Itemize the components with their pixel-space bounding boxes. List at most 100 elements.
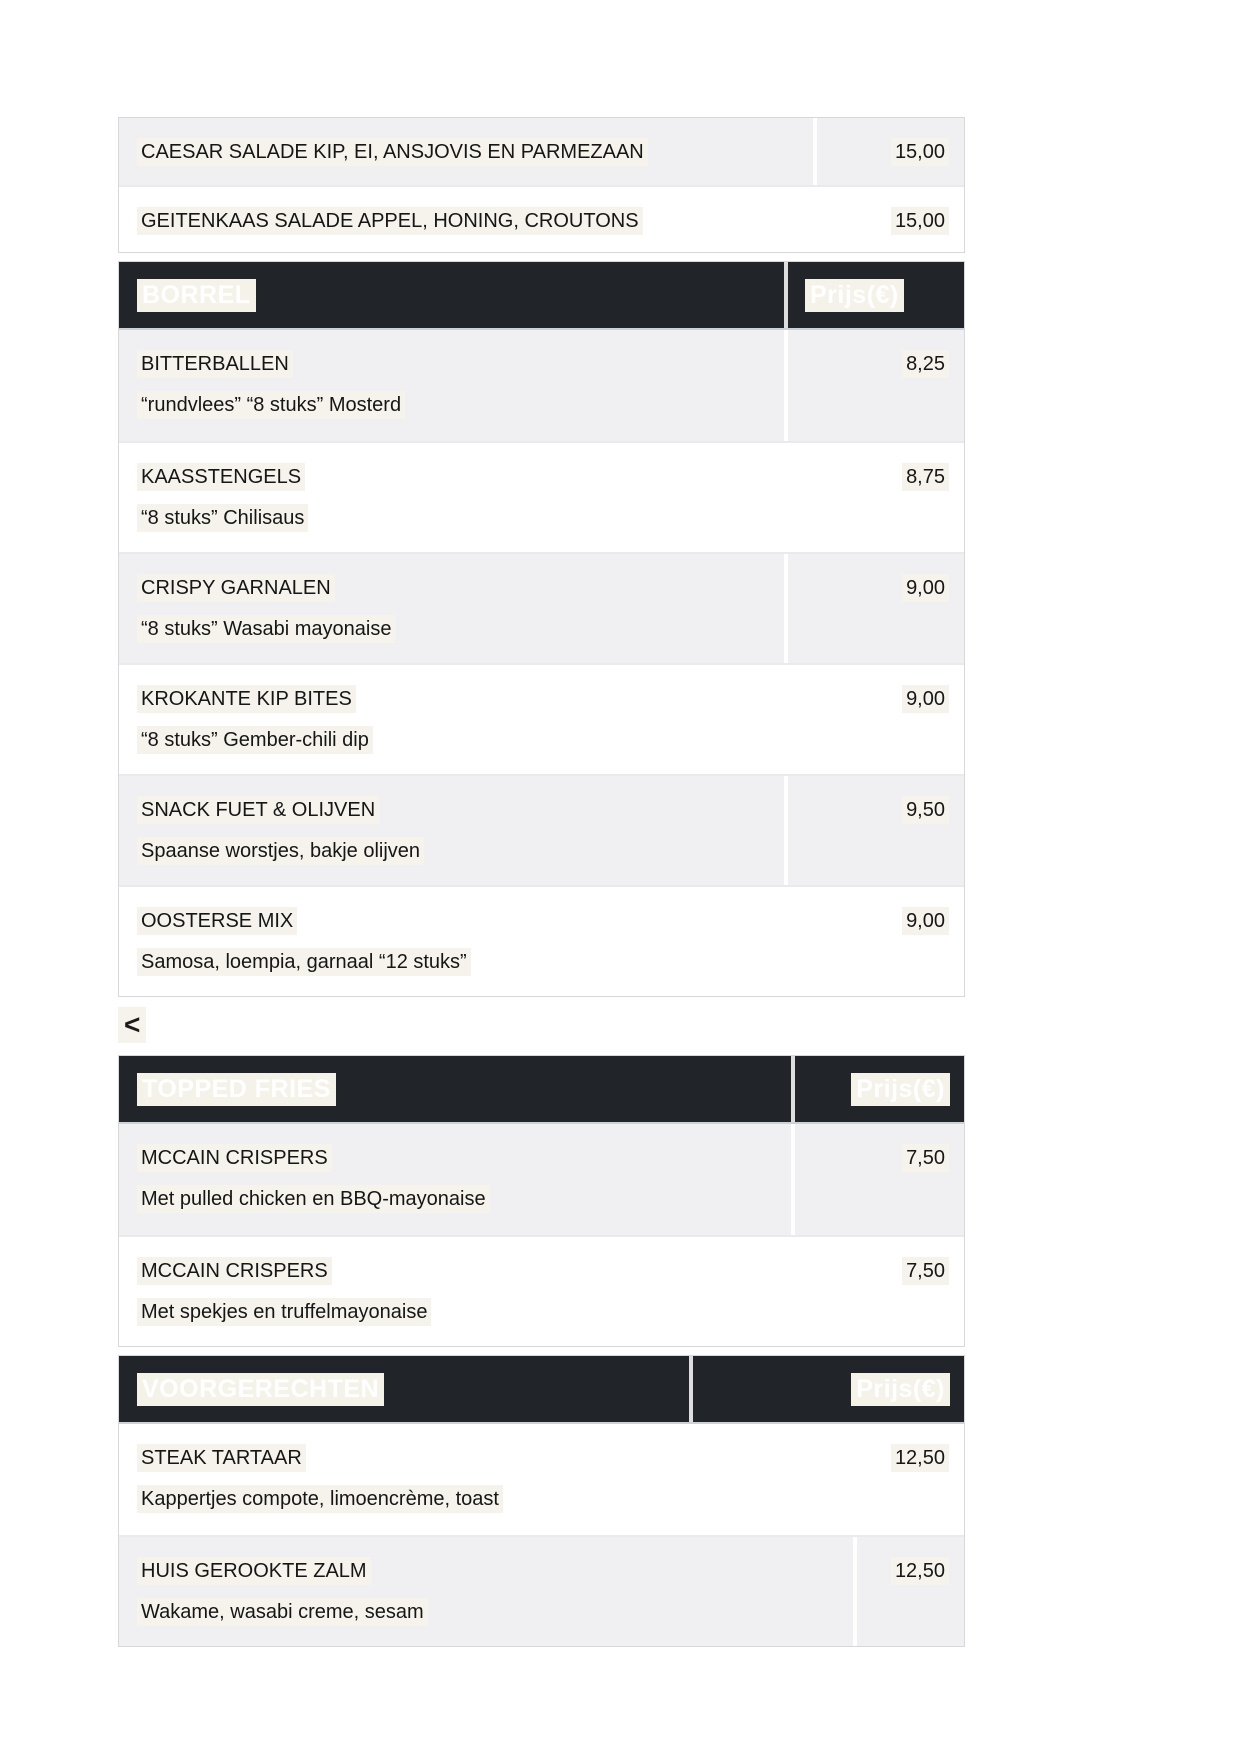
item-name: OOSTERSE MIX — [137, 907, 298, 935]
item-description: “8 stuks” Gember-chili dip — [137, 726, 373, 754]
item-description: Wakame, wasabi creme, sesam — [137, 1598, 428, 1626]
price-header: Prijs(€) — [851, 1073, 950, 1106]
item-price: 9,50 — [902, 796, 949, 824]
section-header-row: BORREL Prijs(€) — [119, 262, 964, 330]
item-name-cell: CAESAR SALADE KIP, EI, ANSJOVIS EN PARME… — [119, 118, 813, 185]
item-description: “8 stuks” Chilisaus — [137, 504, 309, 532]
item-price-cell: 8,75 — [788, 443, 964, 552]
item-name-cell: KROKANTE KIP BITES “8 stuks” Gember-chil… — [119, 665, 784, 774]
table-row: KAASSTENGELS “8 stuks” Chilisaus 8,75 — [119, 441, 964, 552]
column-divider — [784, 554, 788, 663]
menu-section-topped-fries: TOPPED FRIES Prijs(€) MCCAIN CRISPERS Me… — [118, 1055, 965, 1347]
table-row: BITTERBALLEN “rundvlees” “8 stuks” Moste… — [119, 330, 964, 441]
column-divider — [784, 443, 788, 552]
item-price: 15,00 — [890, 207, 949, 235]
table-row: CAESAR SALADE KIP, EI, ANSJOVIS EN PARME… — [119, 118, 964, 185]
table-row: GEITENKAAS SALADE APPEL, HONING, CROUTON… — [119, 185, 964, 252]
column-divider — [791, 1237, 795, 1346]
column-divider — [853, 1424, 857, 1535]
item-price: 8,25 — [902, 350, 949, 378]
item-price-cell: 15,00 — [817, 187, 964, 252]
item-price: 8,75 — [902, 463, 949, 491]
column-divider — [813, 118, 817, 185]
item-price: 12,50 — [890, 1444, 949, 1472]
section-title: TOPPED FRIES — [137, 1073, 336, 1106]
item-price-cell: 12,50 — [857, 1537, 964, 1646]
item-description: “8 stuks” Wasabi mayonaise — [137, 615, 396, 643]
item-name-cell: STEAK TARTAAR Kappertjes compote, limoen… — [119, 1424, 853, 1535]
section-header-row: TOPPED FRIES Prijs(€) — [119, 1056, 964, 1124]
item-price-cell: 7,50 — [795, 1237, 964, 1346]
table-row: OOSTERSE MIX Samosa, loempia, garnaal “1… — [119, 885, 964, 996]
menu-section-borrel: BORREL Prijs(€) BITTERBALLEN “rundvlees”… — [118, 261, 965, 997]
item-name: MCCAIN CRISPERS — [137, 1257, 332, 1285]
item-name: GEITENKAAS SALADE APPEL, HONING, CROUTON… — [137, 207, 643, 235]
column-divider — [784, 262, 788, 328]
section-title-cell: BORREL — [119, 262, 784, 328]
table-row: HUIS GEROOKTE ZALM Wakame, wasabi creme,… — [119, 1535, 964, 1646]
item-name-cell: MCCAIN CRISPERS Met pulled chicken en BB… — [119, 1124, 791, 1235]
item-price: 9,00 — [902, 907, 949, 935]
menu-content: CAESAR SALADE KIP, EI, ANSJOVIS EN PARME… — [118, 117, 965, 1647]
item-name: MCCAIN CRISPERS — [137, 1144, 332, 1172]
item-name: CRISPY GARNALEN — [137, 574, 335, 602]
item-description: Met pulled chicken en BBQ-mayonaise — [137, 1185, 490, 1213]
back-link[interactable]: < — [118, 1007, 147, 1043]
item-name: CAESAR SALADE KIP, EI, ANSJOVIS EN PARME… — [137, 138, 648, 166]
table-row: KROKANTE KIP BITES “8 stuks” Gember-chil… — [119, 663, 964, 774]
column-divider — [689, 1356, 693, 1422]
price-header-cell: Prijs(€) — [788, 262, 964, 328]
item-price-cell: 7,50 — [795, 1124, 964, 1235]
item-price: 7,50 — [902, 1257, 949, 1285]
item-description: Met spekjes en truffelmayonaise — [137, 1298, 432, 1326]
item-name: HUIS GEROOKTE ZALM — [137, 1557, 371, 1585]
table-row: CRISPY GARNALEN “8 stuks” Wasabi mayonai… — [119, 552, 964, 663]
menu-section-salades: CAESAR SALADE KIP, EI, ANSJOVIS EN PARME… — [118, 117, 965, 253]
price-header: Prijs(€) — [805, 279, 904, 312]
item-name-cell: HUIS GEROOKTE ZALM Wakame, wasabi creme,… — [119, 1537, 853, 1646]
item-price: 9,00 — [902, 574, 949, 602]
column-divider — [813, 187, 817, 252]
table-row: SNACK FUET & OLIJVEN Spaanse worstjes, b… — [119, 774, 964, 885]
item-price-cell: 9,00 — [788, 887, 964, 996]
item-name-cell: SNACK FUET & OLIJVEN Spaanse worstjes, b… — [119, 776, 784, 885]
column-divider — [784, 887, 788, 996]
item-name-cell: OOSTERSE MIX Samosa, loempia, garnaal “1… — [119, 887, 784, 996]
price-header-cell: Prijs(€) — [795, 1056, 964, 1122]
item-price-cell: 12,50 — [857, 1424, 964, 1535]
item-name: BITTERBALLEN — [137, 350, 293, 378]
item-price: 7,50 — [902, 1144, 949, 1172]
section-title: VOORGERECHTEN — [137, 1373, 385, 1406]
section-header-row: VOORGERECHTEN Prijs(€) — [119, 1356, 964, 1424]
item-name-cell: CRISPY GARNALEN “8 stuks” Wasabi mayonai… — [119, 554, 784, 663]
section-title: BORREL — [137, 279, 256, 312]
section-title-cell: VOORGERECHTEN — [119, 1356, 689, 1422]
item-name-cell: GEITENKAAS SALADE APPEL, HONING, CROUTON… — [119, 187, 813, 252]
item-name-cell: MCCAIN CRISPERS Met spekjes en truffelma… — [119, 1237, 791, 1346]
item-price-cell: 8,25 — [788, 330, 964, 441]
column-divider — [791, 1056, 795, 1122]
item-price: 12,50 — [890, 1557, 949, 1585]
item-price: 9,00 — [902, 685, 949, 713]
column-divider — [784, 665, 788, 774]
price-header: Prijs(€) — [851, 1373, 950, 1406]
item-price-cell: 9,50 — [788, 776, 964, 885]
item-price-cell: 9,00 — [788, 665, 964, 774]
column-divider — [784, 330, 788, 441]
item-description: “rundvlees” “8 stuks” Mosterd — [137, 391, 406, 419]
column-divider — [853, 1537, 857, 1646]
menu-section-voorgerechten: VOORGERECHTEN Prijs(€) STEAK TARTAAR Kap… — [118, 1355, 965, 1647]
column-divider — [791, 1124, 795, 1235]
column-divider — [784, 776, 788, 885]
table-row: MCCAIN CRISPERS Met pulled chicken en BB… — [119, 1124, 964, 1235]
item-price: 15,00 — [890, 138, 949, 166]
item-name: STEAK TARTAAR — [137, 1444, 306, 1472]
item-name-cell: KAASSTENGELS “8 stuks” Chilisaus — [119, 443, 784, 552]
table-row: MCCAIN CRISPERS Met spekjes en truffelma… — [119, 1235, 964, 1346]
price-header-cell: Prijs(€) — [693, 1356, 964, 1422]
item-price-cell: 15,00 — [817, 118, 964, 185]
item-name: KAASSTENGELS — [137, 463, 306, 491]
item-name-cell: BITTERBALLEN “rundvlees” “8 stuks” Moste… — [119, 330, 784, 441]
item-name: KROKANTE KIP BITES — [137, 685, 356, 713]
